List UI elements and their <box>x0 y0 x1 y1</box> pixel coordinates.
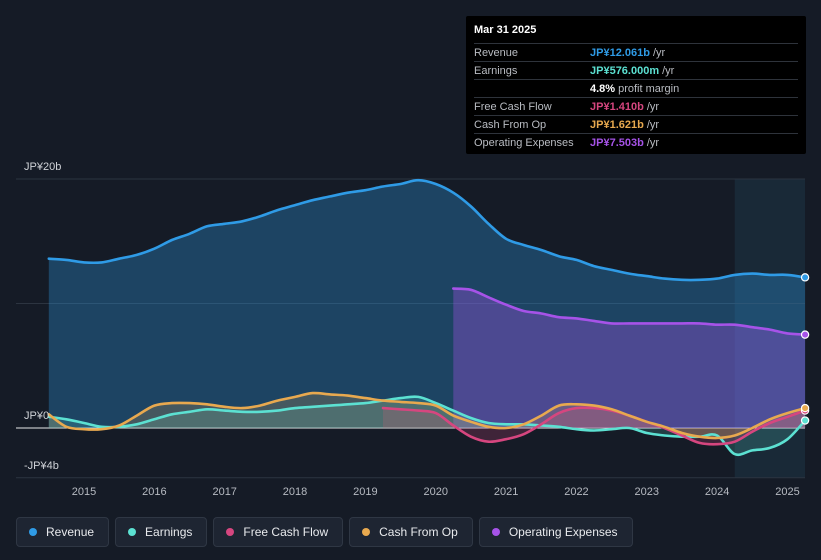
tooltip-row-value: JP¥1.410b <box>590 100 644 113</box>
legend-dot-icon <box>29 528 37 536</box>
free-cash-flow-line <box>381 406 807 446</box>
legend-dot-icon <box>362 528 371 536</box>
legend-label: Free Cash Flow <box>243 525 329 539</box>
legend-label: Earnings <box>145 525 193 539</box>
cash-from-op-area <box>48 393 806 439</box>
x-tick-label: 2018 <box>283 486 307 498</box>
revenue-line <box>47 178 807 282</box>
tooltip-row-value: JP¥1.621b <box>590 118 644 131</box>
tooltip-rows: Revenue JP¥12.061b/yr Earnings JP¥576.000m /… <box>474 43 798 151</box>
tooltip-row: Revenue JP¥12.061b/yr <box>474 43 798 61</box>
tooltip-row: Earnings JP¥576.000m/yr <box>474 61 798 79</box>
tooltip-row-value: 4.8% <box>590 82 616 95</box>
tooltip-row: Free Cash Flow JP¥1.410b/yr <box>474 97 798 115</box>
axes: JP¥20b JP¥0 -JP¥4b 2015 2016 2017 2018 2019 2020… <box>24 161 800 498</box>
legend-item-earnings[interactable]: Earnings <box>115 517 208 547</box>
tooltip-date: Mar 31 2025 <box>474 24 537 36</box>
x-tick-label: 2017 <box>212 486 236 498</box>
tooltip-row-value: JP¥7.503b <box>590 136 644 149</box>
tooltip-row-unit: /yr <box>646 100 660 113</box>
earnings-line <box>47 395 807 457</box>
tooltip-row-value: JP¥12.061b <box>590 46 650 59</box>
tooltip-row-label: Operating Expenses <box>474 136 574 149</box>
x-tick-label: 2016 <box>142 486 166 498</box>
legend-dot-icon <box>128 528 137 536</box>
earnings-area <box>48 396 806 455</box>
x-tick-label: 2015 <box>72 486 96 498</box>
operating-expenses-area <box>453 288 806 428</box>
legend-item-free-cash-flow[interactable]: Free Cash Flow <box>213 517 344 547</box>
tooltip-row-unit: /yr <box>662 64 675 77</box>
free-cash-flow-area <box>383 407 806 445</box>
operating-expenses-end-marker <box>800 330 810 339</box>
legend-label: Operating Expenses <box>508 525 618 539</box>
tooltip-row-label: Revenue <box>474 46 519 59</box>
legend-dot-icon <box>491 528 500 536</box>
legend-dot-icon <box>226 528 235 536</box>
legend-item-operating-expenses[interactable]: Operating Expenses <box>478 517 633 547</box>
y-tick-label: -JP¥4b <box>24 460 59 472</box>
cash-from-op-line <box>47 391 807 440</box>
legend-label: Revenue <box>46 525 95 539</box>
data-tooltip: Mar 31 2025 Revenue JP¥12.061b/yr Earnings… <box>466 16 806 154</box>
x-tick-label: 2021 <box>494 486 518 498</box>
grid <box>16 178 805 479</box>
tooltip-row-unit: /yr <box>646 118 660 131</box>
x-tick-label: 2019 <box>353 486 377 498</box>
cash-from-op-end-marker <box>800 403 810 413</box>
tooltip-row: Cash From Op JP¥1.621b/yr <box>474 115 798 133</box>
x-tick-label: 2025 <box>775 486 799 498</box>
series-lines <box>47 178 807 457</box>
tooltip-row-unit: /yr <box>652 46 666 59</box>
legend-label: Cash From Op <box>379 525 458 539</box>
y-tick-label: JP¥0 <box>24 410 49 422</box>
legend: Revenue Earnings Free Cash Flow Cash From O… <box>16 517 633 547</box>
tooltip-row-label: Earnings <box>474 64 518 77</box>
x-tick-label: 2024 <box>705 486 729 498</box>
operating-expenses-line <box>452 287 807 336</box>
tooltip-row-value: JP¥576.000m <box>590 64 660 77</box>
tooltip-row-unit: profit margin <box>618 82 680 95</box>
x-tick-label: 2023 <box>635 486 659 498</box>
tooltip-row-label: Cash From Op <box>474 118 547 131</box>
revenue-end-marker <box>800 273 810 282</box>
x-tick-label: 2022 <box>564 486 588 498</box>
tooltip-row-label: Free Cash Flow <box>474 100 552 113</box>
tooltip-row-unit: /yr <box>646 136 660 149</box>
x-tick-label: 2020 <box>424 486 448 498</box>
series-end-markers <box>800 273 810 425</box>
earnings-end-marker <box>800 416 810 425</box>
legend-item-revenue[interactable]: Revenue <box>16 517 110 547</box>
tooltip-row: 4.8% profit margin <box>474 79 798 97</box>
legend-item-cash-from-op[interactable]: Cash From Op <box>349 517 473 547</box>
tooltip-row: Operating Expenses JP¥7.503b/yr <box>474 133 798 151</box>
revenue-area <box>48 180 806 428</box>
series-areas <box>48 180 806 455</box>
y-tick-label: JP¥20b <box>24 161 61 173</box>
